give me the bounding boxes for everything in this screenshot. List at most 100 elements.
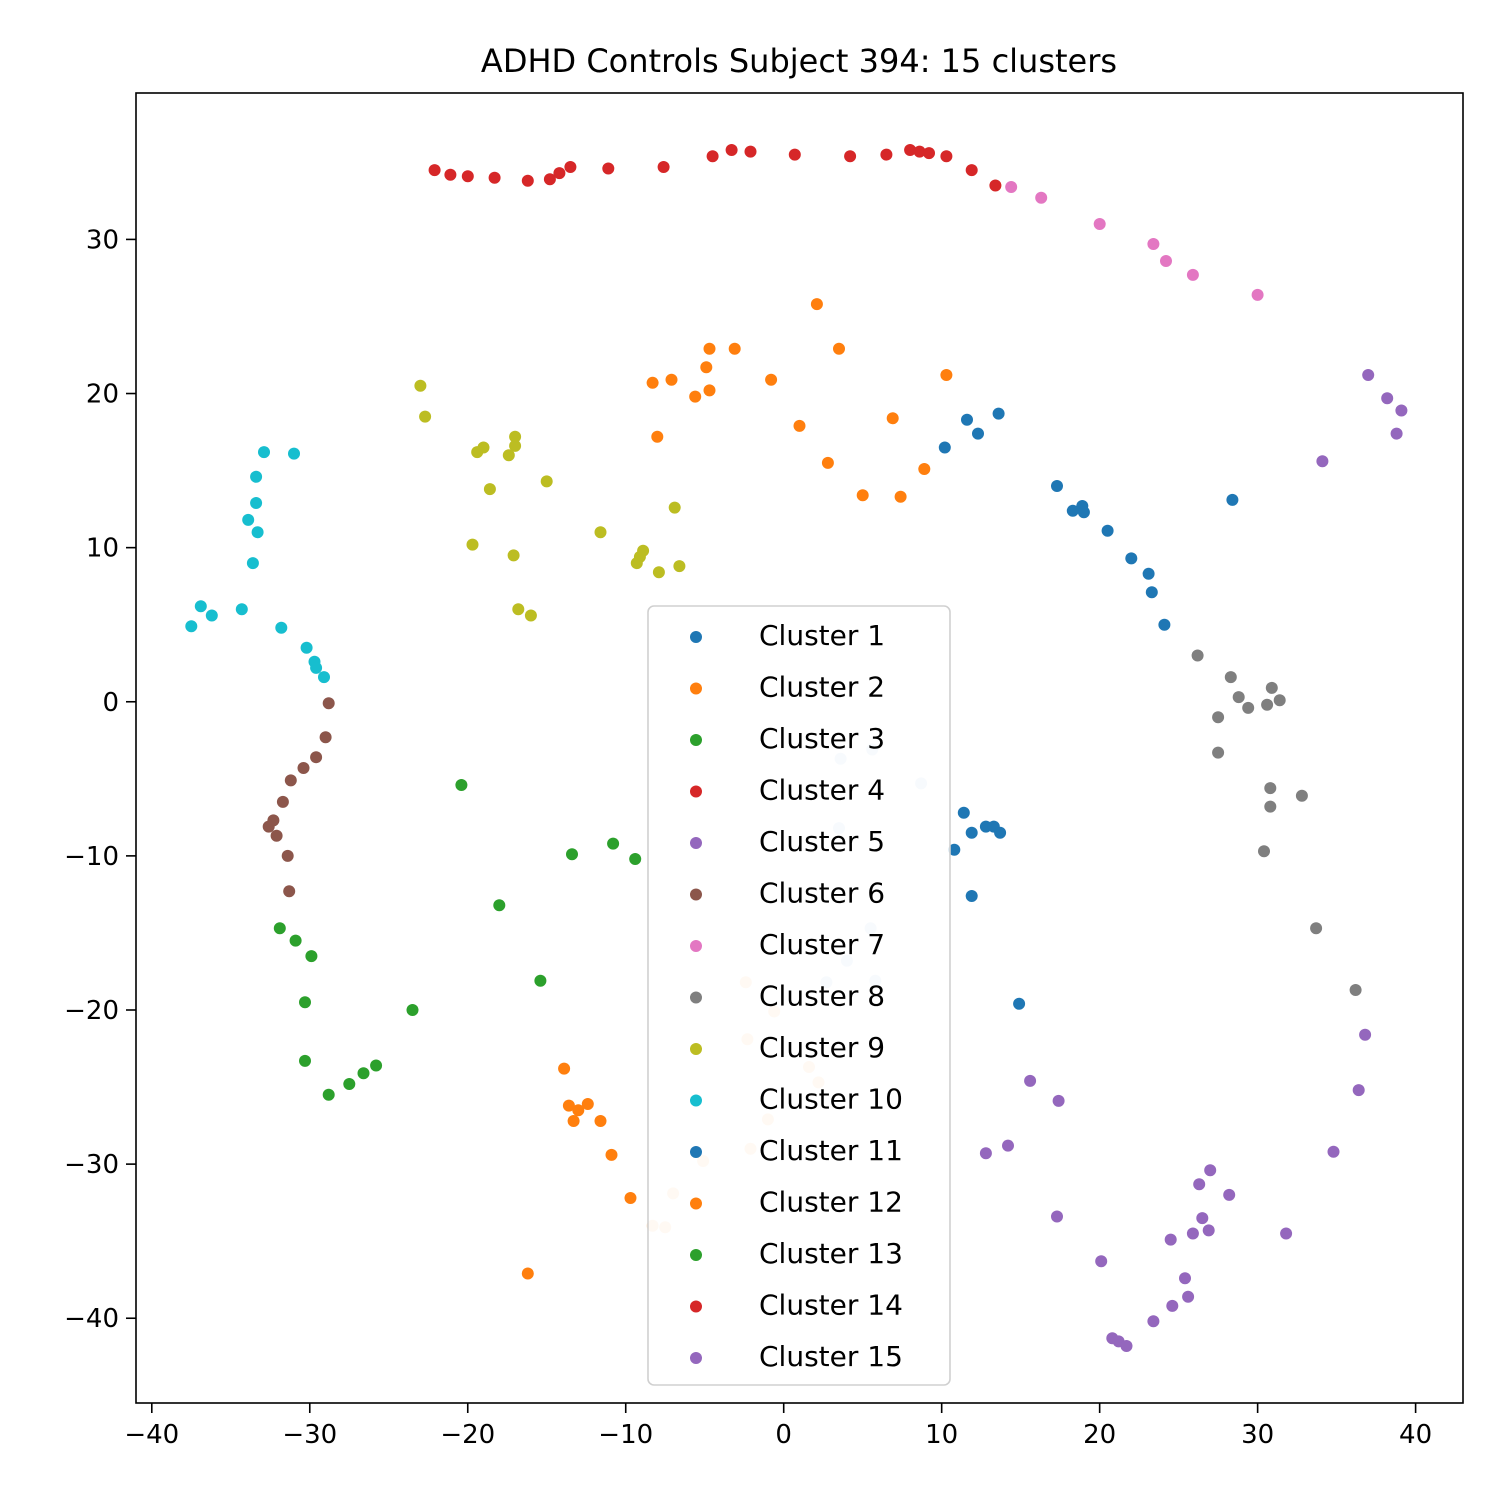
point-series5-2 <box>1381 392 1393 404</box>
point-series6-3 <box>310 751 322 763</box>
point-series8-7 <box>1261 699 1273 711</box>
x-tick-label: 0 <box>775 1420 792 1450</box>
point-series9-7 <box>503 449 515 461</box>
legend-label-7: Cluster 7 <box>759 928 885 961</box>
point-series1-5 <box>1051 480 1063 492</box>
legend-marker-15 <box>690 1352 702 1364</box>
legend-label-10: Cluster 10 <box>759 1083 903 1116</box>
point-series7-6 <box>1187 269 1199 281</box>
legend-marker-2 <box>690 683 702 695</box>
point-series4-5 <box>522 175 534 187</box>
point-series2-13 <box>794 420 806 432</box>
point-series10-10 <box>206 610 218 622</box>
legend-marker-9 <box>690 1043 702 1055</box>
legend-label-9: Cluster 9 <box>759 1031 885 1064</box>
legend-label-4: Cluster 4 <box>759 774 885 807</box>
y-tick-label: −40 <box>64 1304 119 1334</box>
point-series1-3 <box>972 428 984 440</box>
x-tick-label: 30 <box>1241 1420 1274 1450</box>
point-series15-6 <box>1193 1178 1205 1190</box>
point-series3-13 <box>370 1060 382 1072</box>
legend-marker-1 <box>690 631 702 643</box>
point-series3-11 <box>407 1004 419 1016</box>
point-series4-11 <box>707 150 719 162</box>
point-series4-4 <box>489 172 501 184</box>
point-series7-4 <box>1147 238 1159 250</box>
point-series9-11 <box>595 526 607 538</box>
point-series8-3 <box>1233 691 1245 703</box>
point-series15-20 <box>1166 1300 1178 1312</box>
point-series6-9 <box>271 830 283 842</box>
point-series6-10 <box>282 850 294 862</box>
point-series8-11 <box>1296 790 1308 802</box>
point-series10-15 <box>310 662 322 674</box>
point-series2-1 <box>811 298 823 310</box>
point-series2-11 <box>689 391 701 403</box>
point-series15-15 <box>1353 1084 1365 1096</box>
point-series9-10 <box>669 502 681 514</box>
point-series2-17 <box>857 489 869 501</box>
point-series8-12 <box>1264 801 1276 813</box>
y-tick-label: −10 <box>64 842 119 872</box>
legend-marker-11 <box>690 1146 702 1158</box>
y-tick-label: 0 <box>102 688 119 718</box>
point-series8-9 <box>1212 747 1224 759</box>
point-series15-1 <box>1024 1075 1036 1087</box>
point-series2-16 <box>918 463 930 475</box>
point-series9-19 <box>512 603 524 615</box>
point-series3-6 <box>534 975 546 987</box>
point-series3-8 <box>290 935 302 947</box>
point-series4-8 <box>564 161 576 173</box>
legend-label-8: Cluster 8 <box>759 980 885 1013</box>
legend-label-15: Cluster 15 <box>759 1340 903 1373</box>
point-series15-21 <box>1147 1315 1159 1327</box>
y-tick-label: 30 <box>86 225 119 255</box>
legend-marker-12 <box>690 1198 702 1210</box>
point-series4-9 <box>602 163 614 175</box>
point-series6-4 <box>298 762 310 774</box>
point-series1-8 <box>1078 506 1090 518</box>
point-series12-5 <box>568 1115 580 1127</box>
point-series2-2 <box>833 343 845 355</box>
point-series7-7 <box>1252 289 1264 301</box>
point-series15-2 <box>1053 1095 1065 1107</box>
legend-label-2: Cluster 2 <box>759 671 885 704</box>
point-series10-8 <box>195 600 207 612</box>
point-series3-5 <box>493 899 505 911</box>
point-series2-8 <box>765 374 777 386</box>
point-series1-4 <box>993 408 1005 420</box>
x-tick-label: 10 <box>925 1420 958 1450</box>
point-series8-13 <box>1258 845 1270 857</box>
point-series12-9 <box>522 1268 534 1280</box>
point-series9-15 <box>631 557 643 569</box>
legend-marker-6 <box>690 889 702 901</box>
legend-label-6: Cluster 6 <box>759 877 885 910</box>
point-series9-1 <box>414 380 426 392</box>
point-series10-2 <box>288 448 300 460</box>
point-series15-13 <box>1165 1234 1177 1246</box>
point-series10-16 <box>318 671 330 683</box>
point-series1-9 <box>1102 525 1114 537</box>
point-series8-14 <box>1310 922 1322 934</box>
legend-marker-10 <box>690 1095 702 1107</box>
point-series2-7 <box>647 377 659 389</box>
point-series15-24 <box>1121 1340 1133 1352</box>
point-series1-11 <box>1143 568 1155 580</box>
point-series5-4 <box>1391 428 1403 440</box>
point-series4-7 <box>553 167 565 179</box>
point-series4-3 <box>462 170 474 182</box>
point-series4-10 <box>658 161 670 173</box>
legend-label-1: Cluster 1 <box>759 619 885 652</box>
point-series2-5 <box>700 361 712 373</box>
point-series9-8 <box>541 475 553 487</box>
point-series1-12 <box>1146 586 1158 598</box>
point-series11-8 <box>1013 998 1025 1010</box>
point-series4-21 <box>966 164 978 176</box>
point-series3-10 <box>299 996 311 1008</box>
point-series10-11 <box>185 620 197 632</box>
point-series11-1 <box>958 807 970 819</box>
point-series3-1 <box>455 779 467 791</box>
point-series8-8 <box>1212 711 1224 723</box>
point-series6-11 <box>283 885 295 897</box>
legend-marker-13 <box>690 1249 702 1261</box>
